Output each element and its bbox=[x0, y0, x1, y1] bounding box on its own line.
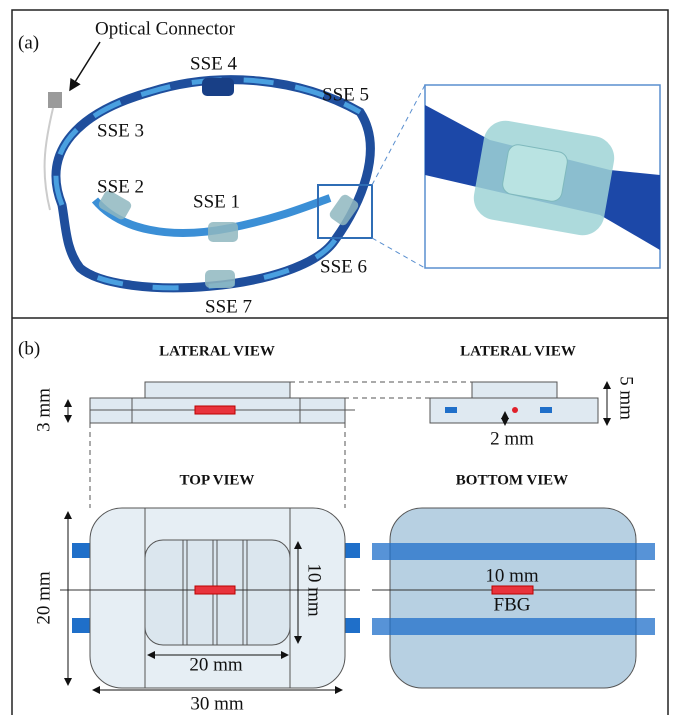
dimension-label: 3 mm bbox=[33, 388, 54, 432]
dimension-label: 20 mm bbox=[33, 571, 54, 625]
dimension-label: 30 mm bbox=[190, 693, 244, 714]
figure: (a) Optical Connector SSE 1 SSE 2 SSE 3 … bbox=[0, 0, 673, 715]
connector-label: Optical Connector bbox=[95, 18, 235, 39]
dimension-label: 20 mm bbox=[189, 654, 243, 675]
dimension-label: 5 mm bbox=[616, 376, 637, 420]
sensor-label: SSE 2 bbox=[97, 176, 144, 197]
sensor-label: SSE 5 bbox=[322, 84, 369, 105]
sensor-label: SSE 4 bbox=[190, 53, 237, 74]
zoom-inset bbox=[425, 85, 660, 268]
dimension-label: 10 mm bbox=[304, 563, 325, 617]
grating-label: FBG bbox=[494, 594, 531, 615]
view-title: LATERAL VIEW bbox=[159, 343, 275, 359]
panel-label: (a) bbox=[18, 32, 39, 53]
sensor-label: SSE 3 bbox=[97, 120, 144, 141]
dimension-label: 10 mm bbox=[485, 565, 539, 586]
lateral-right-drawing bbox=[430, 382, 607, 425]
connector-arrow bbox=[70, 42, 100, 90]
view-title: LATERAL VIEW bbox=[460, 343, 576, 359]
panel-label: (b) bbox=[18, 338, 40, 359]
view-title: BOTTOM VIEW bbox=[456, 472, 568, 488]
sensor-label: SSE 6 bbox=[320, 256, 367, 277]
sensor-label: SSE 7 bbox=[205, 296, 252, 317]
sensor-label: SSE 1 bbox=[193, 191, 240, 212]
view-title: TOP VIEW bbox=[180, 472, 255, 488]
dimension-label: 2 mm bbox=[490, 428, 534, 449]
lateral-left-drawing bbox=[68, 382, 472, 508]
